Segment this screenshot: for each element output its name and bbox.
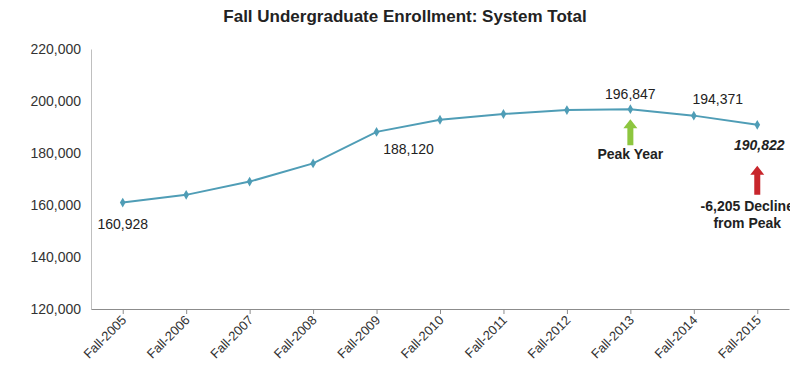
x-tick-mark <box>757 309 758 314</box>
x-tick-mark <box>567 309 568 314</box>
x-tick-label: Fall-2011 <box>462 313 510 361</box>
line <box>123 109 758 202</box>
x-tick: Fall-2015 <box>715 309 764 361</box>
marker <box>183 190 189 200</box>
annotation: Peak Year <box>597 119 663 162</box>
x-tick: Fall-2010 <box>398 309 447 361</box>
annotation-text: from Peak <box>713 215 781 231</box>
marker <box>247 177 253 187</box>
marker <box>374 127 380 137</box>
x-tick: Fall-2009 <box>334 309 383 361</box>
x-tick-mark <box>503 309 504 314</box>
x-tick-label: Fall-2012 <box>525 313 574 362</box>
y-tick-label: 220,000 <box>30 41 81 57</box>
data-label: 190,822 <box>734 137 785 153</box>
x-tick-label: Fall-2010 <box>398 313 447 362</box>
y-tick: 220,000 <box>30 41 91 57</box>
x-tick: Fall-2007 <box>207 309 256 361</box>
y-tick-label: 120,000 <box>30 301 81 317</box>
x-tick-label: Fall-2009 <box>334 313 383 362</box>
marker <box>754 120 760 130</box>
x-tick-mark <box>186 309 187 314</box>
x-tick-label: Fall-2005 <box>80 313 129 362</box>
x-tick-label: Fall-2006 <box>144 313 193 362</box>
plot: 120,000 140,000 160,000 180,000 200,000 220,0… <box>30 41 790 361</box>
x-tick: Fall-2008 <box>271 309 320 361</box>
x-tick: Fall-2006 <box>144 309 193 361</box>
y-tick: 180,000 <box>30 145 91 161</box>
y-tick-label: 180,000 <box>30 145 81 161</box>
marker <box>120 198 126 208</box>
marker <box>628 104 634 114</box>
x-tick-label: Fall-2008 <box>271 313 320 362</box>
annotation-text: -6,205 Decline <box>701 198 790 214</box>
x-tick-mark <box>250 309 251 314</box>
x-tick: Fall-2012 <box>525 309 574 361</box>
y-tick-label: 140,000 <box>30 249 81 265</box>
chart: Fall Undergraduate Enrollment: System To… <box>0 0 790 392</box>
y-tick: 120,000 <box>30 301 91 317</box>
x-tick-label: Fall-2015 <box>715 313 764 362</box>
x-tick-label: Fall-2013 <box>588 313 637 362</box>
annotation: -6,205 Declinefrom Peak <box>701 166 790 231</box>
y-tick: 140,000 <box>30 249 91 265</box>
marker <box>691 111 697 121</box>
annotation-arrow <box>623 119 637 145</box>
marker <box>437 115 443 125</box>
annotation-arrow <box>750 166 764 195</box>
y-tick: 200,000 <box>30 93 91 109</box>
data-label: 188,120 <box>383 141 434 157</box>
marker <box>501 109 507 119</box>
marker <box>310 158 316 168</box>
marker <box>564 105 570 115</box>
data-label: 160,928 <box>97 216 148 232</box>
x-tick-mark <box>123 309 124 314</box>
y-axis-line <box>91 50 92 310</box>
x-tick-mark <box>440 309 441 314</box>
series <box>120 104 760 207</box>
y-tick: 160,000 <box>30 197 91 213</box>
x-axis: Fall-2005 Fall-2006 Fall-2007 Fall-2008 Fall… <box>80 309 789 361</box>
y-tick-label: 160,000 <box>30 197 81 213</box>
x-tick-mark <box>694 309 695 314</box>
x-tick-mark <box>313 309 314 314</box>
data-label: 196,847 <box>605 86 656 102</box>
x-tick-label: Fall-2014 <box>652 313 701 362</box>
y-tick-label: 200,000 <box>30 93 81 109</box>
x-tick-mark <box>377 309 378 314</box>
data-label: 194,371 <box>693 91 744 107</box>
x-tick-mark <box>630 309 631 314</box>
x-tick: Fall-2011 <box>462 309 510 361</box>
x-tick-label: Fall-2007 <box>207 313 256 362</box>
x-tick: Fall-2005 <box>80 309 129 361</box>
title: Fall Undergraduate Enrollment: System To… <box>223 7 586 26</box>
x-tick: Fall-2014 <box>652 309 701 361</box>
x-tick: Fall-2013 <box>588 309 637 361</box>
y-axis: 120,000 140,000 160,000 180,000 200,000 220,0… <box>30 41 91 317</box>
annotation-text: Peak Year <box>597 146 663 162</box>
